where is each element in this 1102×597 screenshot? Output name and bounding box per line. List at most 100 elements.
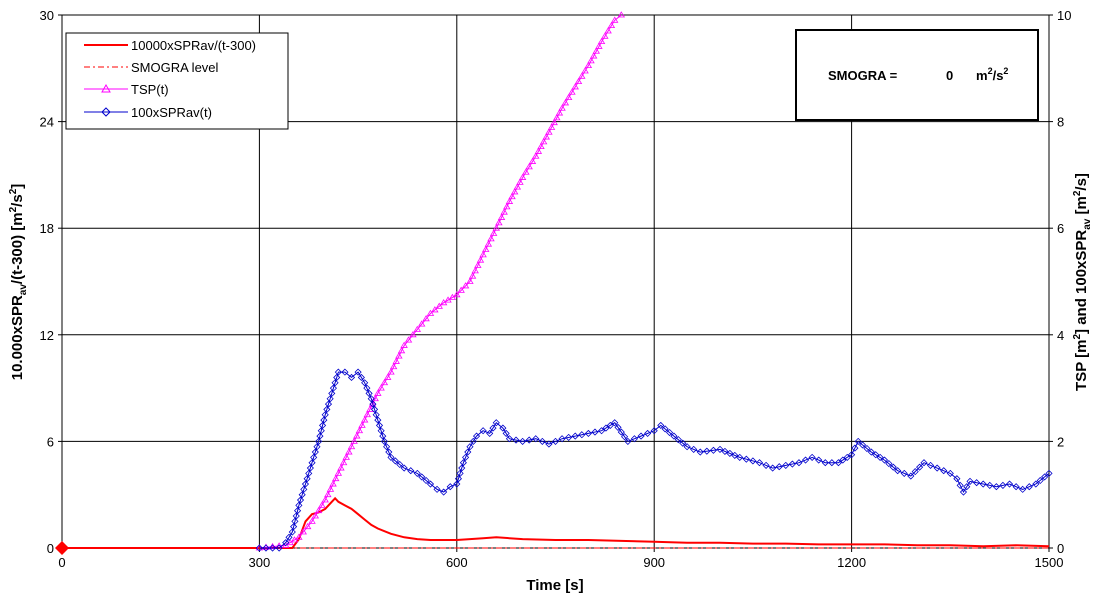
data-point-triangle <box>318 501 326 508</box>
data-point-diamond <box>876 453 884 461</box>
data-point-triangle <box>528 157 537 164</box>
data-point-diamond <box>749 457 757 465</box>
y-right-tick-label: 6 <box>1057 221 1064 236</box>
data-point-triangle <box>522 168 530 175</box>
smogra-value: 0 <box>946 68 953 83</box>
data-point-diamond <box>889 463 897 471</box>
data-point-diamond <box>310 453 318 461</box>
data-point-diamond <box>466 443 474 451</box>
data-point-diamond <box>703 447 711 455</box>
data-point-diamond <box>1036 476 1044 485</box>
data-point-diamond <box>418 473 426 481</box>
data-point-diamond <box>788 460 796 468</box>
data-point-diamond <box>630 435 639 443</box>
data-point-triangle <box>409 331 417 338</box>
data-point-diamond <box>472 432 481 440</box>
y-axis-right-title: TSP [m2] and 100xSPRav [m2/s] <box>1072 173 1093 391</box>
data-point-diamond <box>469 437 477 445</box>
data-point-triangle <box>342 453 350 460</box>
data-point-diamond <box>726 449 734 457</box>
y-left-tick-label: 12 <box>40 328 54 343</box>
data-point-diamond <box>479 427 487 435</box>
data-point-diamond <box>347 373 356 382</box>
data-point-diamond <box>462 453 470 461</box>
data-point-triangle <box>329 480 337 487</box>
data-point-diamond <box>456 469 464 477</box>
data-point-diamond <box>916 463 924 471</box>
y-left-tick-label: 6 <box>47 434 54 449</box>
data-point-triangle <box>539 138 548 145</box>
data-point-triangle <box>597 37 606 45</box>
data-point-diamond <box>357 373 365 382</box>
data-point-diamond <box>815 456 823 464</box>
data-point-diamond <box>683 443 691 451</box>
data-point-diamond <box>880 456 889 464</box>
data-point-triangle <box>389 363 398 370</box>
data-point-diamond <box>963 483 971 491</box>
data-point-diamond <box>459 459 467 467</box>
data-point-diamond <box>614 423 622 431</box>
data-point-diamond <box>367 395 375 403</box>
data-point-triangle <box>516 178 524 185</box>
series-3 <box>255 368 1053 552</box>
data-point-diamond <box>454 475 463 483</box>
data-point-triangle <box>537 142 545 150</box>
data-point-diamond <box>1032 480 1040 488</box>
data-point-diamond <box>519 437 527 445</box>
data-point-diamond <box>334 368 342 376</box>
data-point-diamond <box>1045 469 1053 477</box>
data-point-triangle <box>547 123 556 130</box>
data-point-diamond <box>369 400 377 408</box>
data-point-triangle <box>453 291 461 298</box>
data-point-diamond <box>907 472 915 480</box>
data-point-diamond <box>742 455 750 463</box>
data-point-diamond <box>268 544 277 552</box>
data-point-triangle <box>564 93 573 101</box>
data-point-triangle <box>366 405 374 412</box>
data-point-diamond <box>966 477 974 485</box>
data-point-triangle <box>457 286 465 293</box>
data-point-diamond <box>505 435 514 443</box>
data-point-diamond <box>808 453 816 461</box>
data-point-triangle <box>550 118 558 126</box>
smogra-box <box>795 29 1039 121</box>
data-point-diamond <box>657 421 665 429</box>
data-point-diamond <box>578 431 586 439</box>
data-point-diamond <box>854 437 862 445</box>
data-point-diamond <box>755 459 764 467</box>
triangle-marker-icon <box>101 83 111 93</box>
data-point-diamond <box>716 445 724 453</box>
data-point-triangle <box>489 229 498 236</box>
data-point-diamond <box>311 448 319 456</box>
data-point-diamond <box>291 517 299 525</box>
data-point-triangle <box>518 173 527 180</box>
data-point-triangle <box>578 72 586 79</box>
data-point-diamond <box>606 421 614 429</box>
data-point-diamond <box>999 481 1007 489</box>
data-point-diamond <box>602 424 610 432</box>
data-point-diamond <box>1041 473 1049 481</box>
data-point-diamond <box>363 384 371 392</box>
data-point-diamond <box>285 533 293 541</box>
legend-label: SMOGRA level <box>131 60 219 75</box>
data-point-diamond <box>597 427 606 435</box>
data-point-diamond <box>354 368 362 376</box>
data-point-diamond <box>650 427 658 435</box>
data-point-diamond <box>370 405 379 413</box>
data-point-diamond <box>644 429 652 437</box>
series-layer <box>62 11 1053 552</box>
data-point-triangle <box>508 192 516 200</box>
data-point-diamond <box>843 453 851 461</box>
data-point-triangle <box>595 42 603 49</box>
data-point-diamond <box>300 485 308 493</box>
legend-entry-red-line: 10000xSPRav/(t-300) <box>84 38 256 53</box>
data-point-diamond <box>365 389 373 397</box>
smogra-unit: m2/s2 <box>976 66 1008 83</box>
data-point-diamond <box>262 544 270 552</box>
data-point-diamond <box>782 461 790 469</box>
data-point-triangle <box>592 47 601 54</box>
data-point-diamond <box>979 480 987 488</box>
data-point-diamond <box>670 432 678 440</box>
data-point-triangle <box>387 368 395 375</box>
